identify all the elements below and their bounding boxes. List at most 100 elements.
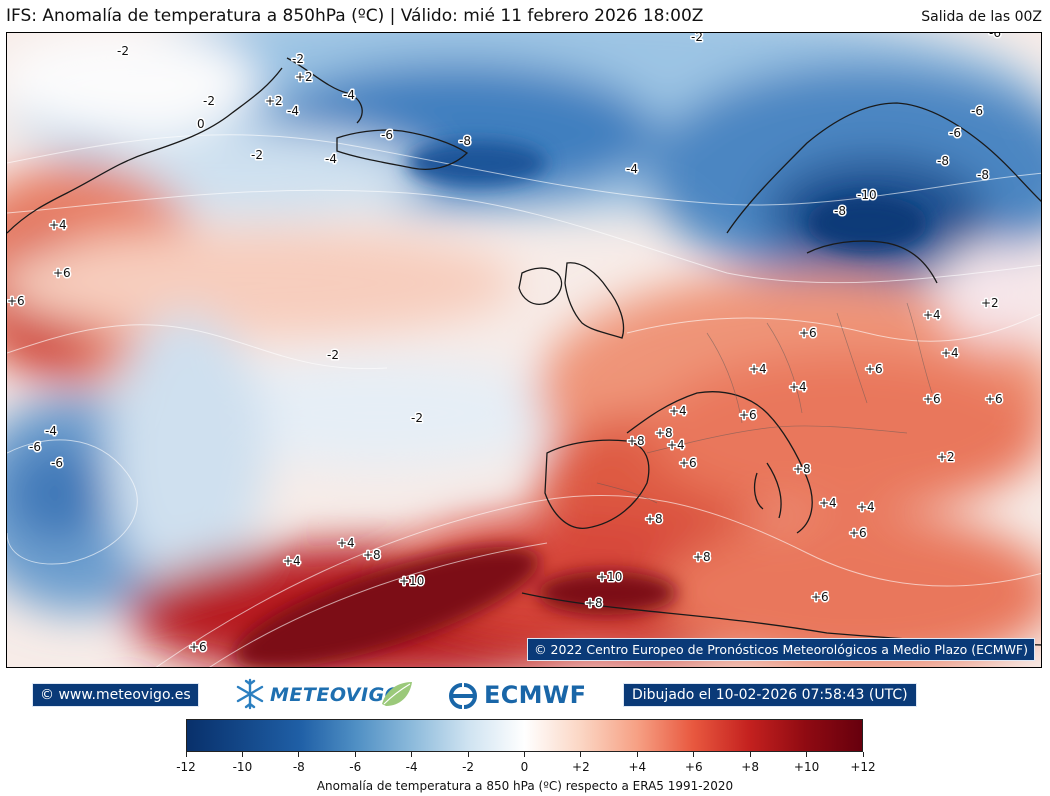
colorbar-tick [467,752,469,757]
contour-label: +6 [923,392,941,406]
contour-lines [7,134,1041,667]
leaf-icon [382,682,412,706]
ecmwf-logo[interactable]: ECMWF [444,680,594,712]
contour-label: +10 [597,570,622,584]
colorbar-tick [749,752,751,757]
map-canvas: -2 -2 +2 +2 -4 0 -2 -4 -2 -4 -6 -8 -4 -2… [7,33,1041,667]
contour-label: -8 [459,134,471,148]
contour-label: +6 [849,526,867,540]
contour-label: +6 [53,266,71,280]
contour-label: +8 [585,596,603,610]
colorbar-ticks [185,752,864,760]
contour-label: +2 [937,450,955,464]
colorbar-tick [862,752,864,757]
contour-label: -2 [292,52,304,66]
contour-label: -4 [45,424,57,438]
contour-label: -2 [691,33,703,44]
contour-label: +4 [337,536,355,550]
contour-label: +4 [923,308,941,322]
colorbar-tick-label: -4 [405,760,418,774]
colorbar-tick [524,752,525,757]
contour-label: +4 [669,404,687,418]
contour-label: +6 [811,590,829,604]
contour-label: +4 [941,346,959,360]
contour-label: +6 [189,640,207,654]
colorbar-tick-label: +2 [572,760,590,774]
contour-label: 0 [197,117,205,131]
contour-label: +8 [693,550,711,564]
meteovigo-wordmark: METEOVIGO [270,684,402,706]
colorbar-tick [806,752,808,757]
contour-label: -6 [29,440,41,454]
contour-label: -2 [203,94,215,108]
contour-label: +4 [667,438,685,452]
contour-label: -8 [977,168,989,182]
colorbar-tick-label: -2 [462,760,475,774]
contour-label: +2 [981,296,999,310]
logo-row: © www.meteovigo.es METEOVIGO ECMWF Dibuj… [0,676,1050,716]
contour-label: +10 [399,574,424,588]
contour-label: +8 [645,512,663,526]
field-cores [234,141,927,667]
contour-label: -4 [626,162,638,176]
colorbar-tick-label: +10 [793,760,820,774]
contour-label: -4 [325,152,337,166]
contour-label: +6 [739,408,757,422]
contour-label: -10 [857,188,877,202]
contour-label: +8 [793,462,811,476]
colorbar-tick [693,752,695,757]
contour-label: +8 [655,426,673,440]
colorbar-tick-label: +12 [850,760,876,774]
contour-label: +4 [789,380,807,394]
ecmwf-copyright: © 2022 Centro Europeo de Pronósticos Met… [527,638,1035,661]
contour-label: -6 [381,128,393,142]
colorbar-tick [580,752,582,757]
snowflake-icon [236,678,264,710]
colorbar-caption: Anomalía de temperatura a 850 hPa (ºC) r… [316,779,734,793]
contour-label: +6 [679,456,697,470]
contour-label: -6 [949,126,961,140]
contour-label: -2 [411,411,423,425]
coastlines [7,57,1041,646]
model-run: Salida de las 00Z [921,9,1042,25]
contour-label: +4 [749,362,767,376]
colorbar-tick [411,752,413,757]
contour-label: -4 [287,104,299,118]
drawn-timestamp: Dibujado el 10-02-2026 07:58:43 (UTC) [623,683,917,707]
colorbar-tick-label: 0 [520,760,529,774]
contour-label: +4 [49,218,67,232]
colorbar-tick-label: +6 [684,760,703,774]
country-borders [596,302,933,504]
contour-label: -6 [971,104,983,118]
colorbar-tick [298,752,300,757]
contour-labels: -2 -2 +2 +2 -4 0 -2 -4 -2 -4 -6 -8 -4 -2… [7,33,1004,656]
contour-label: -6 [989,33,1001,40]
colorbar-tick-label: -6 [349,760,362,774]
contour-label: +6 [865,362,883,376]
contour-label: -2 [327,348,339,362]
anomaly-map[interactable]: -2 -2 +2 +2 -4 0 -2 -4 -2 -4 -6 -8 -4 -2… [6,32,1042,668]
colorbar-tick-label: +4 [628,760,647,774]
contour-label: -8 [834,204,846,218]
contour-label: +4 [283,554,301,568]
meteovigo-logo[interactable]: METEOVIGO [234,676,424,712]
colorbar-tick-label: +8 [741,760,760,774]
ecmwf-globe-icon [449,683,477,709]
contour-label: -8 [937,154,949,168]
contour-label: +8 [627,434,645,448]
contour-label: +4 [857,500,875,514]
contour-label: +2 [265,94,283,108]
contour-label: +4 [819,496,837,510]
contour-label: -4 [343,88,355,102]
site-link[interactable]: © www.meteovigo.es [32,683,199,707]
colorbar-tick [354,752,356,757]
contour-label: +6 [799,326,817,340]
contour-label: -6 [51,456,63,470]
colorbar-tick [241,752,243,757]
colorbar-tick-label: -10 [232,760,253,774]
colorbar-tick [636,752,638,757]
colorbar-tick [185,752,187,757]
contour-label: +8 [363,548,381,562]
contour-label: -2 [117,44,129,58]
colorbar [186,719,863,752]
